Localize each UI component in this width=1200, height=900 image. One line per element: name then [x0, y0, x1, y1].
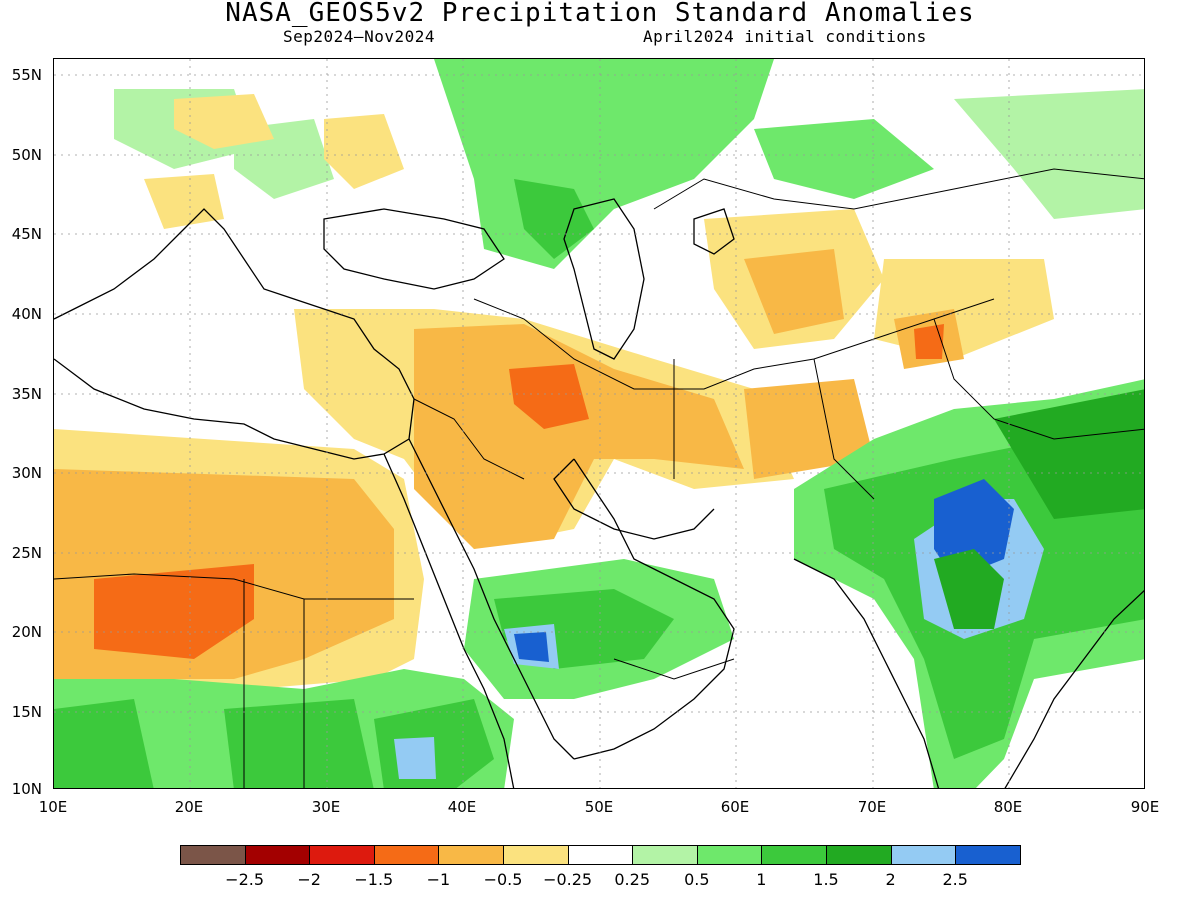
colorbar-swatch: [696, 845, 763, 865]
lon-label-80e: 80E: [993, 798, 1023, 816]
colorbar-swatch: [567, 845, 634, 865]
colorbar-swatch: [761, 845, 827, 865]
lon-label-70e: 70E: [857, 798, 887, 816]
red-sea-coast: [383, 453, 515, 788]
arabia-coast: [573, 458, 735, 760]
colorbar-label: −0.5: [483, 870, 523, 889]
anomaly-fields: [54, 59, 1144, 788]
india-coast: [793, 558, 940, 788]
lon-label-60e: 60E: [720, 798, 750, 816]
colorbar-swatch: [955, 845, 1021, 865]
lat-label-20n: 20N: [11, 623, 42, 641]
grid: [54, 59, 1144, 788]
lon-label-50e: 50E: [584, 798, 614, 816]
lat-label-35n: 35N: [11, 385, 42, 403]
lat-label-30n: 30N: [11, 464, 42, 482]
colorbar-label: −2.5: [225, 870, 265, 889]
colorbar-swatch: [438, 845, 504, 865]
lat-label-10n: 10N: [11, 780, 42, 798]
colorbar-label: 2: [885, 870, 896, 889]
colorbar-label: 2.5: [942, 870, 968, 889]
colorbar-label: −1: [426, 870, 451, 889]
dry-anomaly-europe: [174, 94, 274, 149]
colorbar-swatch: [180, 845, 246, 865]
lon-label-30e: 30E: [311, 798, 341, 816]
borders: [54, 168, 1144, 788]
colorbar-swatch: [826, 845, 892, 865]
aral-sea: [693, 208, 735, 255]
persian-gulf: [553, 458, 715, 540]
wet-anomaly-north: [434, 59, 774, 269]
colorbar-label: −0.25: [543, 870, 593, 889]
forecast-period: Sep2024–Nov2024: [283, 27, 435, 46]
colorbar-label: 1.5: [813, 870, 839, 889]
colorbar-label: 0.25: [614, 870, 650, 889]
map-title: NASA_GEOS5v2 Precipitation Standard Anom…: [225, 0, 975, 28]
lon-label-40e: 40E: [447, 798, 477, 816]
caspian-sea: [563, 198, 645, 360]
mediterranean-coast: [54, 208, 415, 460]
lat-label-25n: 25N: [11, 544, 42, 562]
colorbar-swatch: [632, 845, 698, 865]
black-sea: [323, 208, 505, 290]
anomaly-map: [53, 58, 1145, 789]
colorbar-swatch: [244, 845, 311, 865]
colorbar-label: −1.5: [354, 870, 394, 889]
colorbar-label: 0.5: [684, 870, 710, 889]
lon-label-10e: 10E: [38, 798, 68, 816]
colorbar-swatch: [309, 845, 375, 865]
colorbar-swatch: [503, 845, 569, 865]
lat-label-15n: 15N: [11, 703, 42, 721]
lat-label-50n: 50N: [11, 146, 42, 164]
colorbar-label: −2: [297, 870, 321, 889]
map-canvas: [54, 59, 1144, 788]
lon-label-90e: 90E: [1130, 798, 1160, 816]
colorbar-label: 1: [756, 870, 767, 889]
colorbar-swatch: [373, 845, 440, 865]
lat-label-40n: 40N: [11, 305, 42, 323]
lat-label-45n: 45N: [11, 225, 42, 243]
coastlines: [54, 168, 1144, 788]
initial-conditions: April2024 initial conditions: [643, 27, 927, 46]
lon-label-20e: 20E: [174, 798, 204, 816]
lat-label-55n: 55N: [11, 66, 42, 84]
colorbar-swatch: [890, 845, 957, 865]
